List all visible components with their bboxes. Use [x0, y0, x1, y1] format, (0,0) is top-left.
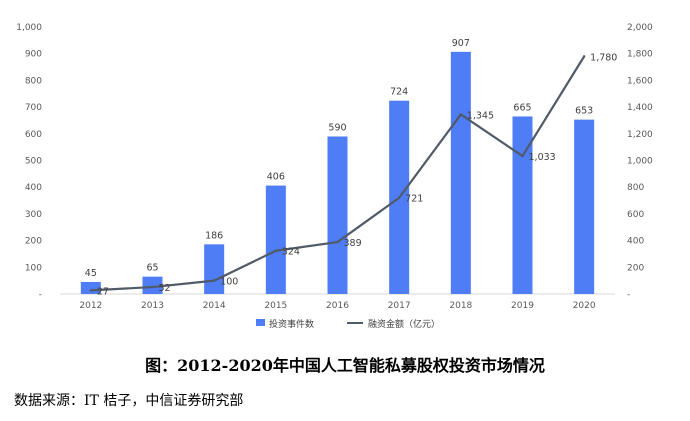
- left-axis-tick-label: 200: [25, 237, 42, 247]
- x-axis-tick-label: 2017: [388, 301, 411, 311]
- legend-label-bars: 投资事件数: [269, 318, 314, 330]
- left-axis-tick-label: 700: [25, 103, 42, 113]
- line-point: [336, 240, 339, 244]
- x-axis-tick-label: 2016: [326, 301, 349, 311]
- x-axis-tick-label: 2018: [449, 301, 472, 311]
- right-axis: - 200 400 600 800 1,000 1,200 1,400 1,600 1,800 2,…: [627, 23, 653, 300]
- line-data-label: 1,345: [467, 110, 494, 121]
- bar-data-label: 665: [513, 102, 531, 113]
- left-axis-tick-label: 100: [25, 263, 42, 273]
- bar-data-label: 653: [575, 106, 593, 117]
- line-data-label: 324: [282, 247, 300, 258]
- left-axis-tick-label: 1,000: [16, 23, 42, 33]
- right-axis-tick-label: 1,200: [627, 130, 653, 140]
- bar-data-label: 65: [146, 263, 158, 274]
- line-data-label: 52: [159, 283, 171, 294]
- left-axis-tick-label: 400: [25, 183, 42, 193]
- right-axis-tick-label: 600: [627, 210, 644, 220]
- bar: [142, 276, 163, 294]
- legend-swatch-bars: [256, 319, 265, 326]
- legend-label-line: 融资金额（亿元）: [368, 318, 440, 330]
- line-data-label: 389: [344, 238, 362, 249]
- x-axis: 2012 2013 2014 2015 2016 2017 2018 2019 2020: [79, 301, 596, 311]
- bar: [265, 185, 286, 294]
- x-axis-tick-label: 2019: [511, 301, 534, 311]
- line-point: [459, 113, 463, 116]
- right-axis-tick-label: 1,800: [627, 50, 653, 60]
- left-axis: - 100 200 300 400 500 600 700 800 900 1,000: [16, 23, 42, 300]
- line-data-label: 721: [405, 194, 423, 205]
- right-axis-tick-label: 200: [627, 263, 644, 273]
- left-axis-tick-label: 300: [25, 210, 42, 220]
- x-axis-tick-label: 2015: [264, 301, 287, 311]
- line-point: [151, 285, 154, 289]
- bar-data-label: 406: [267, 172, 285, 183]
- bar-data-label: 724: [390, 87, 408, 98]
- figure-caption: 图：2012-2020年中国人工智能私募股权投资市场情况: [145, 356, 545, 375]
- bar-data-label: 186: [205, 230, 223, 241]
- right-axis-tick-label: 1,600: [627, 76, 653, 86]
- line-point: [274, 249, 278, 252]
- line-data-label: 1,033: [529, 152, 556, 163]
- bar-data-label: 590: [328, 122, 346, 133]
- left-axis-tick-label: 800: [25, 76, 42, 86]
- line-point: [397, 196, 401, 199]
- left-axis-tick-label: 600: [25, 130, 42, 140]
- x-axis-tick-label: 2014: [203, 301, 226, 311]
- bar: [512, 116, 533, 294]
- x-axis-tick-label: 2020: [573, 301, 596, 311]
- legend: 投资事件数 融资金额（亿元）: [256, 318, 440, 330]
- left-axis-tick-label: -: [39, 290, 42, 300]
- line-data-label: 27: [97, 286, 109, 297]
- right-axis-tick-label: -: [627, 290, 630, 300]
- line-data-label: 1,780: [590, 52, 617, 63]
- right-axis-tick-label: 2,000: [627, 23, 653, 33]
- right-axis-tick-label: 400: [627, 237, 644, 247]
- line-point: [582, 55, 586, 58]
- right-axis-tick-label: 800: [627, 183, 644, 193]
- right-axis-tick-label: 1,000: [627, 157, 653, 167]
- bar-data-label: 907: [452, 38, 470, 49]
- x-axis-tick-label: 2013: [141, 301, 164, 311]
- bar: [450, 51, 471, 295]
- right-axis-tick-label: 1,400: [627, 103, 653, 113]
- line-point: [521, 154, 524, 158]
- bar: [327, 136, 348, 294]
- x-axis-tick-label: 2012: [79, 301, 102, 311]
- bar-series: 45 65 186 406 590 724 907 665 653: [80, 38, 595, 295]
- bar-data-label: 45: [85, 268, 97, 279]
- left-axis-tick-label: 500: [25, 157, 42, 167]
- line-series: 27 52 100 324 389 721 1,345 1,033 1,780: [89, 52, 617, 297]
- line-data-label: 100: [220, 277, 238, 288]
- data-source-note: 数据来源：IT 桔子，中信证券研究部: [14, 393, 244, 409]
- line-point: [89, 289, 93, 292]
- bar: [574, 119, 595, 294]
- line-point: [212, 279, 216, 282]
- left-axis-tick-label: 900: [25, 50, 42, 60]
- combo-chart: - 100 200 300 400 500 600 700 800 900 1,000 - 200 40…: [16, 23, 653, 330]
